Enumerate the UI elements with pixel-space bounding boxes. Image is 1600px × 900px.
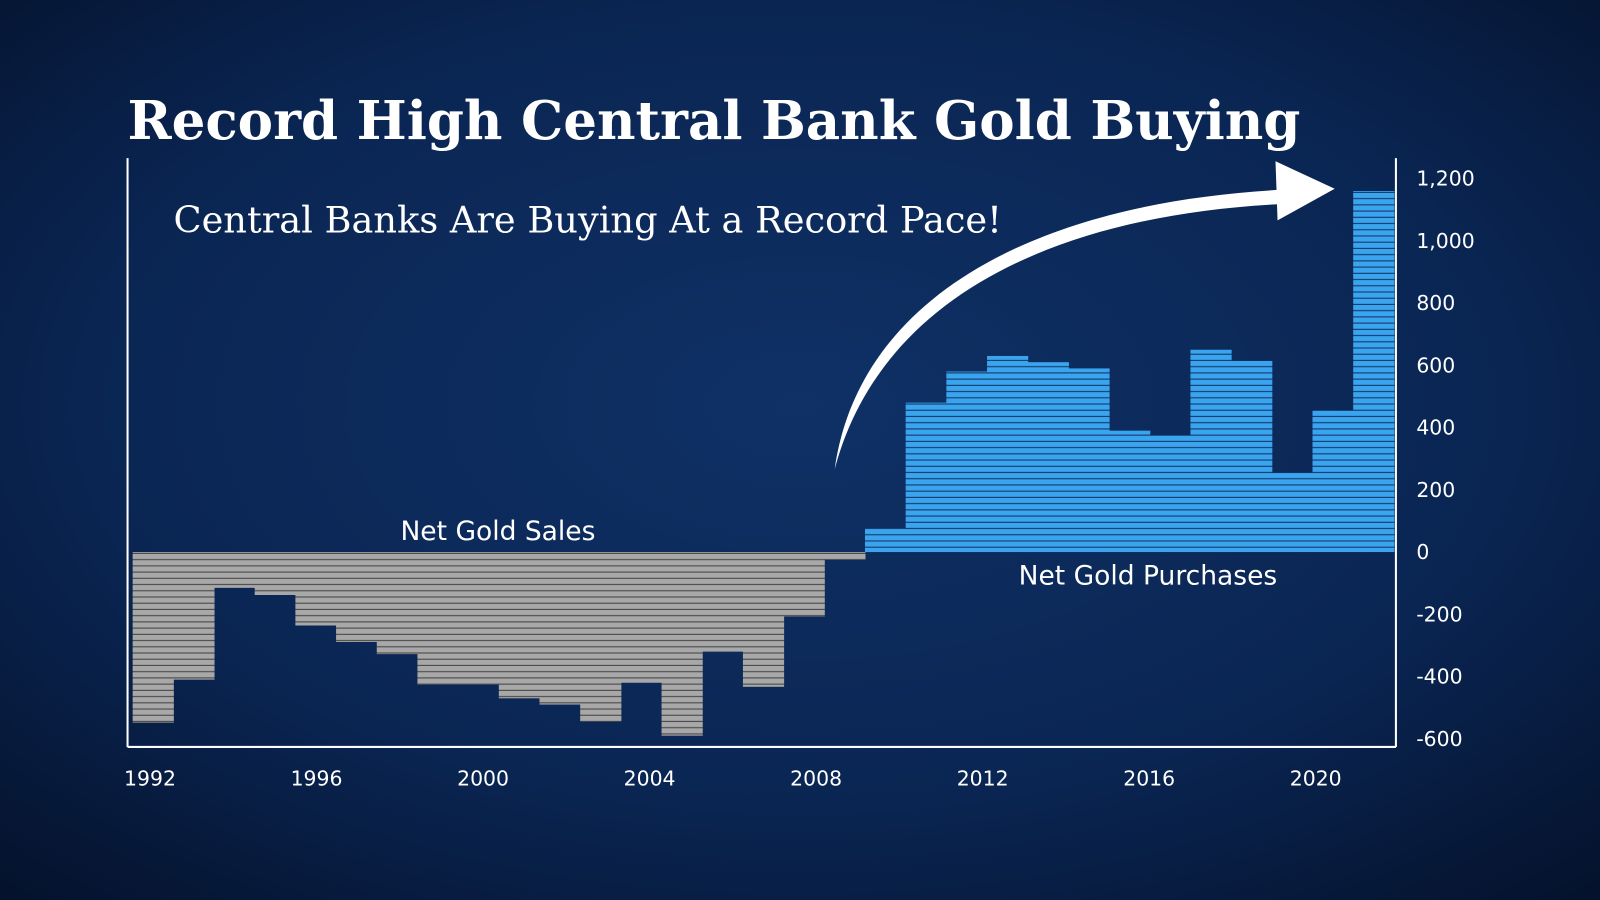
annotation-net-gold-sales: Net Gold Sales (400, 516, 595, 547)
bar-2004 (620, 552, 663, 683)
bar-2022 (1353, 191, 1395, 553)
x-tick-label: 2020 (1290, 767, 1342, 791)
bar-2002 (539, 552, 581, 705)
chart-subtitle: Central Banks Are Buying At a Record Pac… (173, 199, 1001, 242)
bar-2007 (742, 552, 785, 687)
bar-2009 (824, 552, 866, 560)
y-tick-label: 600 (1416, 353, 1455, 377)
bar-2005 (661, 552, 703, 736)
bar-2012 (946, 371, 988, 553)
bar-1992 (132, 552, 174, 723)
bar-1994 (214, 552, 256, 588)
bar-2021 (1312, 410, 1354, 553)
x-tick-label: 2000 (457, 767, 509, 791)
bar-2006 (702, 552, 744, 652)
bar-2014 (1027, 362, 1069, 553)
bar-1998 (376, 552, 418, 655)
bar-2003 (580, 552, 622, 722)
bar-2015 (1068, 368, 1110, 553)
x-tick-label: 2012 (957, 767, 1009, 791)
bar-1993 (173, 552, 215, 680)
y-tick-label: 1,200 (1416, 167, 1474, 191)
y-tick-label: 800 (1416, 291, 1455, 315)
bar-2000 (458, 552, 500, 685)
chart-title: Record High Central Bank Gold Buying (128, 89, 1301, 152)
bar-2008 (783, 552, 825, 617)
bar-2018 (1190, 349, 1232, 553)
y-tick-label: -600 (1416, 727, 1462, 751)
arrow-icon (834, 161, 1335, 470)
bar-1995 (254, 552, 296, 595)
bar-2016 (1109, 430, 1151, 553)
x-tick-label: 2008 (790, 767, 842, 791)
x-tick-label: 1992 (124, 767, 176, 791)
y-tick-label: 1,000 (1416, 229, 1474, 253)
x-tick-label: 2004 (624, 767, 676, 791)
y-tick-label: -400 (1416, 665, 1462, 689)
bars (132, 191, 1395, 736)
bar-2011 (905, 402, 947, 553)
y-tick-label: -200 (1416, 602, 1462, 626)
bar-2001 (498, 552, 541, 699)
bar-2017 (1149, 435, 1191, 553)
bar-2013 (987, 355, 1029, 553)
bar-2010 (864, 528, 907, 553)
y-tick-label: 400 (1416, 416, 1455, 440)
y-tick-label: 200 (1416, 478, 1455, 502)
x-tick-label: 2016 (1123, 767, 1175, 791)
bar-1999 (417, 552, 459, 685)
bar-2019 (1231, 360, 1273, 553)
bar-2020 (1271, 472, 1314, 553)
y-tick-label: 0 (1416, 540, 1429, 564)
x-tick-label: 1996 (291, 767, 343, 791)
bar-1997 (336, 552, 378, 642)
annotation-net-gold-purchases: Net Gold Purchases (1019, 561, 1278, 592)
bar-1996 (295, 552, 337, 626)
